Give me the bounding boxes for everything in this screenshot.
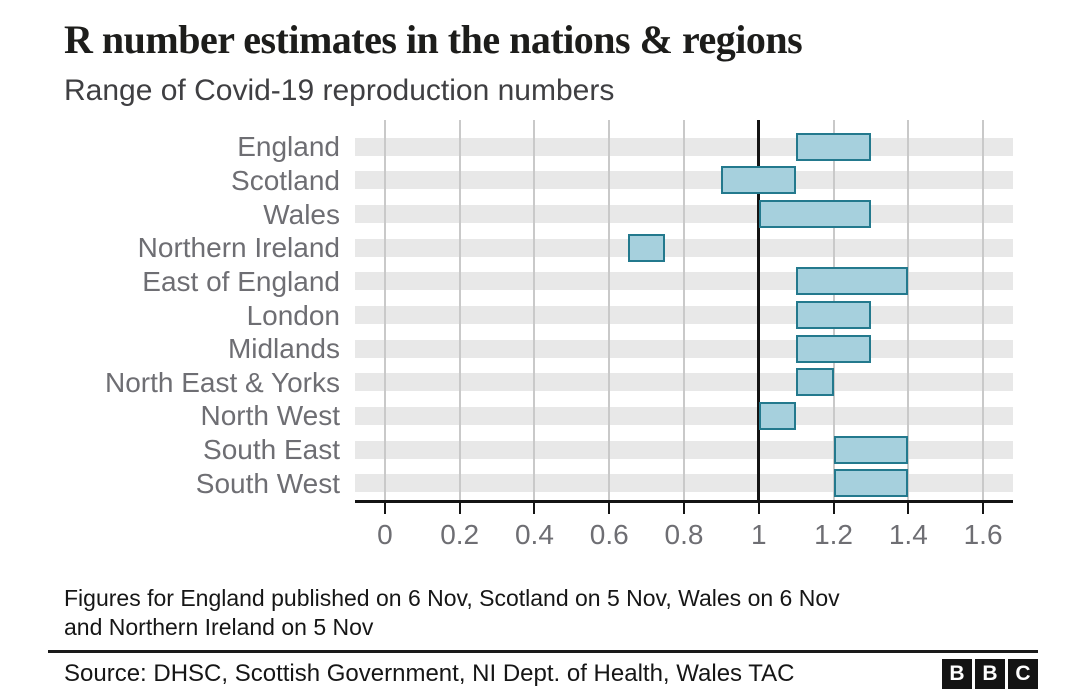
bbc-logo: B B C — [942, 659, 1038, 689]
x-axis — [355, 500, 1013, 503]
range-bar-north-west — [758, 401, 797, 430]
category-label-south-west: South West — [195, 467, 340, 499]
footnote: Figures for England published on 6 Nov, … — [64, 584, 840, 642]
x-tick-label-0.4: 0.4 — [514, 519, 554, 550]
axis-tick-1 — [757, 503, 760, 514]
category-label-south-east: South East — [203, 434, 340, 466]
range-bar-england — [796, 132, 871, 161]
x-tick-label-1: 1 — [750, 519, 767, 550]
category-label-north-east-yorks: North East & Yorks — [104, 366, 340, 398]
bbc-logo-block-3: C — [1008, 659, 1038, 689]
gridline-0.4 — [533, 120, 536, 500]
category-label-scotland: Scotland — [231, 164, 340, 196]
range-bar-northern-ireland — [627, 233, 666, 262]
plot-area: 0 0.2 0.4 0.6 0.8 1 1.2 1.4 1.6 — [355, 120, 1013, 550]
gridline-1.4 — [907, 120, 910, 500]
bbc-logo-block-1: B — [942, 659, 972, 689]
x-tick-label-0.2: 0.2 — [440, 519, 480, 550]
gridline-0.6 — [608, 120, 611, 500]
axis-tick-0.8 — [683, 503, 685, 514]
axis-tick-1.4 — [907, 503, 910, 514]
bbc-logo-block-2: B — [975, 659, 1005, 689]
range-bar-london — [796, 301, 871, 329]
x-tick-label-1.6: 1.6 — [963, 519, 1003, 550]
source-text: Source: DHSC, Scottish Government, NI De… — [64, 660, 795, 687]
category-label-london: London — [246, 299, 340, 331]
range-bar-south-west — [833, 469, 909, 498]
reference-line-r-equals-1 — [757, 120, 761, 500]
range-bar-south-east — [833, 435, 909, 464]
range-bar-north-east-yorks — [796, 368, 834, 397]
gridline-1.6 — [982, 120, 985, 500]
category-label-england: England — [237, 131, 340, 163]
axis-tick-0 — [383, 503, 386, 514]
range-bar-midlands — [796, 334, 871, 363]
range-bar-wales — [758, 200, 871, 229]
x-tick-label-0: 0 — [377, 519, 393, 550]
axis-tick-0.2 — [458, 503, 461, 514]
x-tick-label-0.6: 0.6 — [589, 519, 629, 550]
gridline-0 — [383, 120, 386, 500]
category-label-east-of-england: East of England — [142, 265, 340, 297]
axis-tick-1.2 — [832, 503, 835, 514]
axis-tick-0.4 — [533, 503, 536, 514]
gridline-0.8 — [683, 120, 685, 500]
category-label-northern-ireland: Northern Ireland — [137, 232, 340, 264]
page-subtitle: Range of Covid-19 reproduction numbers — [64, 74, 615, 107]
category-label-north-west: North West — [200, 400, 340, 432]
category-label-wales: Wales — [263, 198, 340, 230]
gridline-0.2 — [458, 120, 461, 500]
x-tick-label-0.8: 0.8 — [664, 519, 704, 550]
x-tick-label-1.2: 1.2 — [814, 519, 853, 550]
footnote-line-1: Figures for England published on 6 Nov, … — [64, 585, 840, 611]
category-label-midlands: Midlands — [227, 333, 340, 365]
footnote-line-2: and Northern Ireland on 5 Nov — [64, 614, 374, 640]
x-tick-label-1.4: 1.4 — [888, 519, 928, 550]
axis-tick-1.6 — [982, 503, 985, 514]
page-title: R number estimates in the nations & regi… — [64, 17, 803, 62]
axis-tick-0.6 — [608, 503, 611, 514]
footer-divider — [48, 650, 1038, 653]
range-bar-east-of-england — [796, 267, 909, 296]
range-bar-scotland — [721, 166, 797, 195]
